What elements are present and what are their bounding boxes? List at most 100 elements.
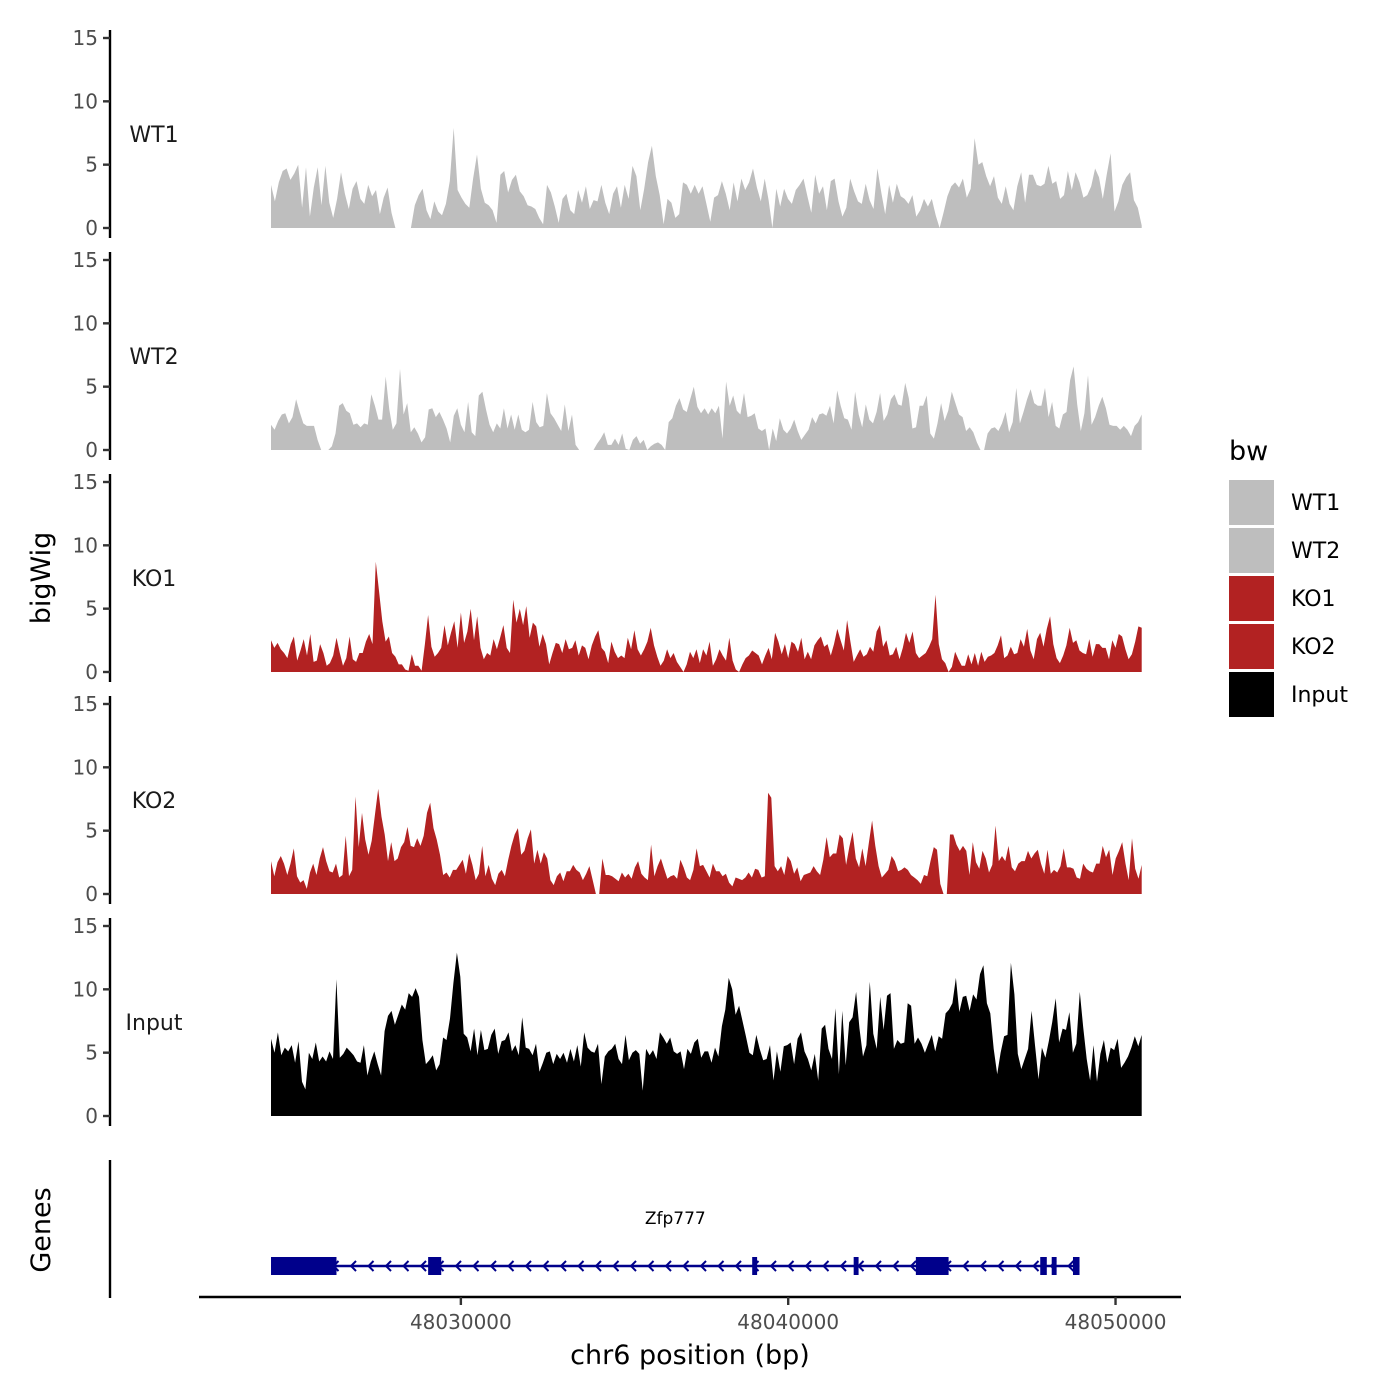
legend-key — [1229, 528, 1274, 573]
exon-block — [1072, 1257, 1080, 1275]
strand-arrow-icon — [822, 1260, 830, 1272]
y-tick-label: 10 — [73, 977, 98, 1001]
y-tick-label: 15 — [73, 26, 98, 50]
x-tick-label: 48050000 — [1065, 1310, 1167, 1334]
legend: bw WT1 WT2 KO1 KO2 Input — [1229, 436, 1348, 717]
strand-arrow-icon — [384, 1260, 392, 1272]
strand-arrow-icon — [629, 1260, 637, 1272]
strand-arrow-icon — [559, 1260, 567, 1272]
exon-block — [853, 1257, 859, 1275]
exon-block — [915, 1257, 949, 1275]
y-tick-label: 15 — [73, 470, 98, 494]
x-tick-label: 48030000 — [410, 1310, 512, 1334]
track-ko2: 0 5 10 15 KO2 — [73, 692, 1142, 906]
strand-arrow-icon — [507, 1260, 515, 1272]
strand-arrow-icon — [717, 1260, 725, 1272]
strand-arrow-icon — [734, 1260, 742, 1272]
legend-label: Input — [1291, 683, 1348, 708]
legend-key — [1229, 624, 1274, 669]
track-wt2: 0 5 10 15 WT2 — [73, 248, 1142, 462]
signal-area-wt2 — [271, 366, 1142, 450]
strand-arrow-icon — [402, 1260, 410, 1272]
y-tick-label: 0 — [85, 882, 98, 906]
y-tick-label: 0 — [85, 1104, 98, 1128]
legend-key — [1229, 576, 1274, 621]
strand-arrow-icon — [962, 1260, 970, 1272]
y-tick-label: 0 — [85, 216, 98, 240]
gene-name-label: Zfp777 — [645, 1209, 706, 1229]
strand-arrow-icon — [804, 1260, 812, 1272]
strand-arrow-icon — [664, 1260, 672, 1272]
y-tick-label: 15 — [73, 914, 98, 938]
y-tick-label: 5 — [85, 819, 98, 843]
legend-label: WT1 — [1291, 491, 1340, 516]
exon-block — [1040, 1257, 1047, 1275]
strand-arrow-icon — [367, 1260, 375, 1272]
gene-model: Zfp777 — [271, 1209, 1080, 1275]
track-ko1: 0 5 10 15 KO1 — [73, 470, 1142, 684]
x-axis: 48030000 48040000 48050000 — [199, 1295, 1181, 1334]
strand-arrow-icon — [577, 1260, 585, 1272]
genes-axis-title: Genes — [26, 1187, 57, 1272]
strand-arrow-icon — [1032, 1260, 1040, 1272]
y-tick-label: 5 — [85, 597, 98, 621]
y-tick-label: 5 — [85, 153, 98, 177]
x-tick-label: 48040000 — [737, 1310, 839, 1334]
track-input: 0 5 10 15 Input — [73, 914, 1142, 1128]
strand-arrow-icon — [997, 1260, 1005, 1272]
bigwig-tracks: 0 5 10 15 WT1 0 5 10 15 WT2 0 5 10 15 KO1 0 5 10 15 KO2 0 5 10… — [73, 26, 1142, 1128]
y-tick-label: 10 — [73, 89, 98, 113]
strand-arrow-icon — [454, 1260, 462, 1272]
exon-block — [752, 1257, 758, 1275]
strand-arrow-icon — [787, 1260, 795, 1272]
y-tick-label: 10 — [73, 755, 98, 779]
strand-arrow-icon — [349, 1260, 357, 1272]
signal-area-wt1 — [271, 127, 1142, 228]
y-tick-label: 0 — [85, 438, 98, 462]
strand-arrow-icon — [542, 1260, 550, 1272]
legend-key — [1229, 480, 1274, 525]
strand-arrow-icon — [419, 1260, 427, 1272]
strand-arrow-icon — [524, 1260, 532, 1272]
strand-arrow-icon — [874, 1260, 882, 1272]
strand-arrow-icon — [839, 1260, 847, 1272]
track-label: Input — [126, 1011, 183, 1036]
strand-arrow-icon — [1067, 1260, 1075, 1272]
strand-arrow-icon — [682, 1260, 690, 1272]
strand-arrow-icon — [909, 1260, 917, 1272]
strand-arrow-icon — [1014, 1260, 1022, 1272]
exon-block — [428, 1257, 442, 1275]
strand-arrow-icon — [979, 1260, 987, 1272]
signal-area-input — [271, 952, 1142, 1116]
legend-label: WT2 — [1291, 539, 1340, 564]
strand-arrow-icon — [489, 1260, 497, 1272]
strand-arrow-icon — [769, 1260, 777, 1272]
strand-arrow-icon — [892, 1260, 900, 1272]
strand-arrow-icon — [612, 1260, 620, 1272]
signal-area-ko2 — [271, 788, 1142, 894]
x-axis-title: chr6 position (bp) — [570, 1340, 810, 1371]
legend-label: KO2 — [1291, 635, 1336, 660]
legend-key — [1229, 672, 1274, 717]
strand-arrow-icon — [699, 1260, 707, 1272]
signal-area-ko1 — [271, 561, 1142, 672]
y-tick-label: 15 — [73, 248, 98, 272]
y-tick-label: 10 — [73, 533, 98, 557]
legend-title: bw — [1229, 436, 1268, 467]
track-label: KO2 — [132, 789, 177, 814]
strand-arrow-icon — [647, 1260, 655, 1272]
y-tick-label: 5 — [85, 375, 98, 399]
y-tick-label: 5 — [85, 1041, 98, 1065]
gene-track: Zfp777 — [108, 1160, 1080, 1298]
track-label: WT2 — [129, 345, 178, 370]
y-tick-label: 10 — [73, 311, 98, 335]
exon-block — [1051, 1257, 1057, 1275]
y-tick-label: 15 — [73, 692, 98, 716]
track-wt1: 0 5 10 15 WT1 — [73, 26, 1142, 240]
legend-label: KO1 — [1291, 587, 1336, 612]
y-axis-title: bigWig — [26, 532, 57, 625]
exon-block — [271, 1257, 337, 1275]
y-tick-label: 0 — [85, 660, 98, 684]
strand-arrow-icon — [472, 1260, 480, 1272]
